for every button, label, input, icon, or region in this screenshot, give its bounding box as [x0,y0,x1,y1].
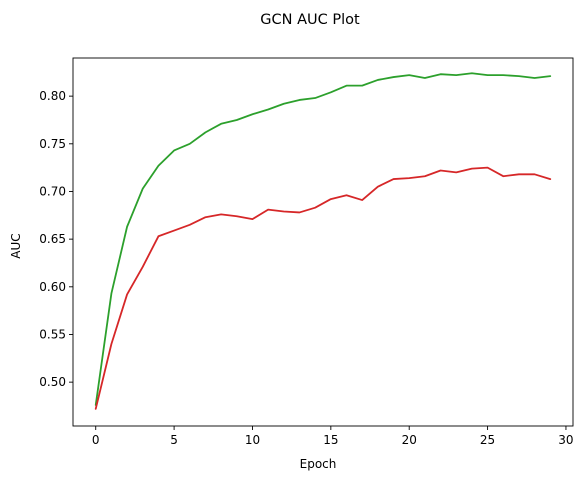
plot-frame [72,57,574,427]
x-tick-label: 20 [402,433,417,447]
x-tick-label: 10 [245,433,260,447]
chart-title: GCN AUC Plot [260,12,360,28]
series-line-2 [94,166,552,410]
y-tick-label: 0.55 [39,327,66,341]
x-axis-label: Epoch [300,457,337,471]
y-tick-label: 0.65 [39,232,66,246]
x-tick-label: 25 [480,433,495,447]
y-tick-label: 0.70 [39,184,66,198]
y-tick-label: 0.50 [39,375,66,389]
x-tick-label: 5 [170,433,178,447]
x-tick-label: 15 [323,433,338,447]
plot-area: 0 5 10 15 20 25 30 0.50 0.55 0.60 0.65 0.70 0.75 0.80 [39,57,574,447]
y-tick-label: 0.60 [39,280,66,294]
series-line-1 [94,72,552,406]
y-tick-label: 0.80 [39,89,66,103]
y-axis-label: AUC [9,233,23,258]
x-tick-label: 30 [558,433,573,447]
x-tick-label: 0 [92,433,100,447]
y-tick-label: 0.75 [39,137,66,151]
